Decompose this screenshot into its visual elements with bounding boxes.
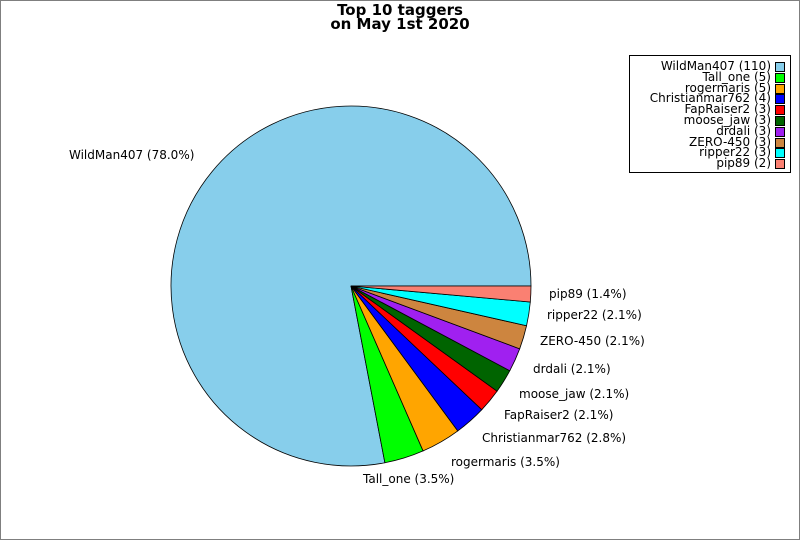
legend-item: drdali (3) [630,123,790,138]
slice-label-wildman407: WildMan407 (78.0%) [69,148,194,162]
slice-label-fapraiser2: FapRaiser2 (2.1%) [504,408,613,422]
slice-label-tall-one: Tall_one (3.5%) [362,472,454,486]
legend-swatch [775,62,785,72]
legend-swatch [775,137,785,148]
pie-labels: WildMan407 (78.0%) Tall_one (3.5%) rogerma… [69,148,645,486]
legend-label: rogermaris (5) [684,80,771,95]
legend-item: WildMan407 (110) [630,59,790,73]
slice-label-drdali: drdali (2.1%) [533,362,611,376]
legend-label: pip89 (2) [716,156,771,171]
slice-label-christianmar762: Christianmar762 (2.8%) [482,431,626,445]
legend-label: FapRaiser2 (3) [684,102,771,117]
legend-swatch [775,94,785,105]
legend-swatch [775,116,785,126]
slice-label-zero-450: ZERO-450 (2.1%) [540,334,645,348]
legend-label: Christianmar762 (4) [649,91,771,106]
legend-swatch [775,148,785,159]
legend-item: rogermaris (5) [630,80,790,95]
chart-title-line-1: Top 10 taggers [337,1,463,19]
legend-label: drdali (3) [716,123,771,138]
slice-label-rogermaris: rogermaris (3.5%) [451,455,560,469]
legend-swatch [775,105,785,116]
legend-swatch [775,159,785,170]
slice-label-moose-jaw: moose_jaw (2.1%) [519,387,629,401]
legend-item: ripper22 (3) [630,145,790,160]
legend-item: Christianmar762 (4) [630,91,790,106]
legend-swatch [775,126,785,137]
chart-title: Top 10 taggers on May 1st 2020 [1,1,799,33]
legend-item: moose_jaw (3) [630,113,790,127]
legend-item: FapRaiser2 (3) [630,102,790,117]
legend-item: Tall_one (5) [630,69,790,84]
pie-slice-pip89 [350,285,532,303]
legend-label: Tall_one (5) [702,69,771,84]
legend-label: ripper22 (3) [699,145,771,160]
legend: WildMan407 (110) Tall_one (5) rogermaris (… [629,55,791,173]
legend-label: moose_jaw (3) [683,113,771,127]
chart-title-line-2: on May 1st 2020 [330,15,470,33]
legend-label: WildMan407 (110) [660,59,771,73]
legend-item: ZERO-450 (3) [630,134,790,149]
legend-item: pip89 (2) [630,156,790,171]
legend-swatch [775,72,785,83]
slice-label-pip89: pip89 (1.4%) [549,287,627,301]
pie-slice-wildman407 [170,105,532,467]
pie-slices [170,105,532,467]
slice-label-ripper22: ripper22 (2.1%) [547,308,642,322]
legend-swatch [775,83,785,94]
legend-label: ZERO-450 (3) [689,134,771,149]
